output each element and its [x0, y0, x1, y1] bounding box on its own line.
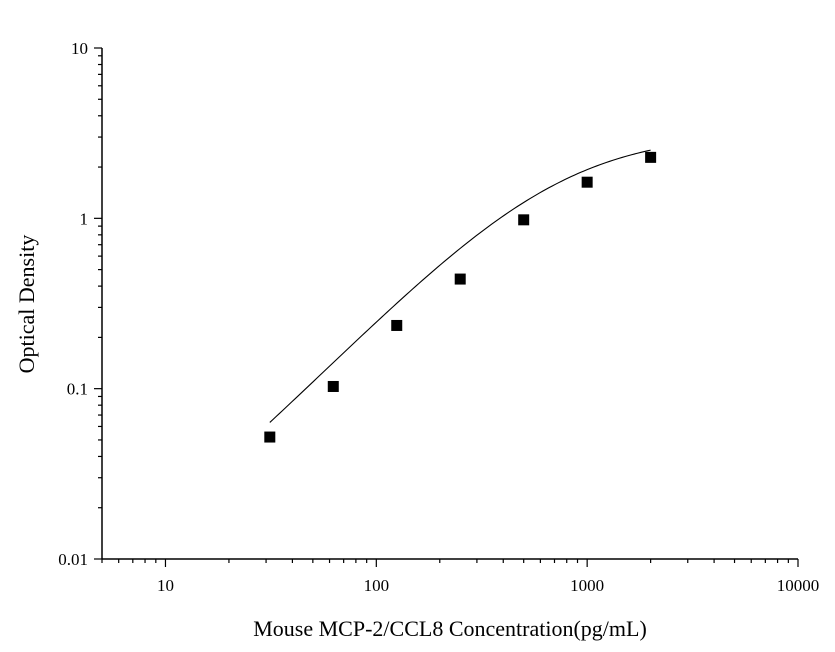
y-tick-label: 10 [71, 39, 88, 58]
fit-curve [269, 149, 651, 423]
x-tick-label: 10000 [777, 576, 820, 595]
data-point [454, 273, 466, 285]
x-tick-label: 10 [157, 576, 174, 595]
data-point [518, 214, 530, 226]
data-point [645, 151, 657, 163]
y-tick-label: 0.01 [58, 550, 88, 569]
x-tick-label: 1000 [570, 576, 604, 595]
x-tick-label: 100 [364, 576, 390, 595]
axes [101, 48, 798, 560]
data-points [264, 151, 657, 443]
data-point [327, 380, 339, 392]
data-point [391, 319, 403, 331]
y-tick-label: 1 [80, 209, 89, 228]
y-tick-label: 0.1 [67, 380, 88, 399]
y-axis-title: Optical Density [14, 235, 39, 374]
data-point [581, 176, 593, 188]
data-point [264, 431, 276, 443]
ticks: 10 100 1000 10000 0.01 0.1 1 10 [58, 39, 819, 595]
x-axis-title: Mouse MCP-2/CCL8 Concentration(pg/mL) [253, 616, 647, 641]
